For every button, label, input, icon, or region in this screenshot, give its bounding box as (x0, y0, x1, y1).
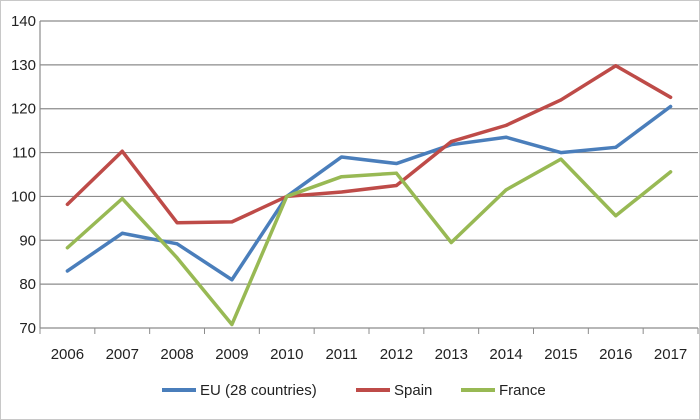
x-tick-label: 2014 (489, 346, 522, 363)
legend-label: France (499, 382, 546, 399)
data-point (175, 242, 179, 246)
data-point (340, 155, 344, 159)
y-tick-label: 130 (11, 57, 36, 74)
legend-label: Spain (394, 382, 432, 399)
data-point (394, 183, 398, 187)
data-point (120, 197, 124, 201)
data-point (340, 190, 344, 194)
x-tick-label: 2011 (325, 346, 357, 363)
data-point (394, 171, 398, 175)
data-point (120, 149, 124, 153)
data-point (175, 256, 179, 260)
data-point (614, 64, 618, 68)
x-tick-label: 2006 (51, 346, 84, 363)
data-point (669, 95, 673, 99)
x-tick-label: 2010 (270, 346, 303, 363)
x-tick-label: 2016 (599, 346, 632, 363)
y-tick-label: 80 (19, 276, 36, 293)
data-point (65, 202, 69, 206)
data-point (394, 162, 398, 166)
data-point (449, 140, 453, 144)
x-tick-label: 2017 (654, 346, 687, 363)
x-tick-label: 2012 (380, 346, 413, 363)
data-point (120, 231, 124, 235)
axes (39, 21, 699, 334)
data-point (230, 220, 234, 224)
data-point (559, 157, 563, 161)
x-tick-label: 2007 (106, 346, 139, 363)
y-tick-label: 120 (11, 101, 36, 118)
data-point (669, 105, 673, 109)
x-tick-label: 2008 (160, 346, 193, 363)
data-point (449, 240, 453, 244)
data-point (614, 145, 618, 149)
legend-label: EU (28 countries) (200, 382, 317, 399)
data-point (669, 170, 673, 174)
series-line-2 (65, 157, 673, 327)
legend: EU (28 countries) Spain France (162, 382, 546, 399)
data-point (340, 175, 344, 179)
data-point (230, 278, 234, 282)
data-point (65, 269, 69, 273)
data-point (504, 188, 508, 192)
y-tick-label: 90 (19, 232, 36, 249)
data-point (614, 214, 618, 218)
data-point (504, 123, 508, 127)
x-tick-label: 2009 (215, 346, 248, 363)
x-tick-labels: 2006 2007 2008 2009 2010 2011 2012 2013 2014 2015… (51, 346, 688, 363)
series-line-1 (65, 63, 673, 225)
data-point (559, 98, 563, 102)
x-tick-label: 2013 (435, 346, 468, 363)
y-tick-label: 100 (11, 188, 36, 205)
y-tick-label: 140 (11, 13, 36, 30)
data-point (230, 322, 234, 326)
y-tick-label: 70 (19, 320, 36, 337)
x-tick-label: 2015 (544, 346, 577, 363)
data-point (285, 194, 289, 198)
data-point (504, 135, 508, 139)
y-tick-labels: 70 80 90 100 110 120 130 140 (11, 13, 36, 337)
data-point (65, 246, 69, 250)
series-lines (65, 63, 673, 327)
series-line-0 (65, 104, 673, 282)
data-point (175, 221, 179, 225)
y-tick-label: 110 (12, 145, 36, 162)
data-point (559, 151, 563, 155)
